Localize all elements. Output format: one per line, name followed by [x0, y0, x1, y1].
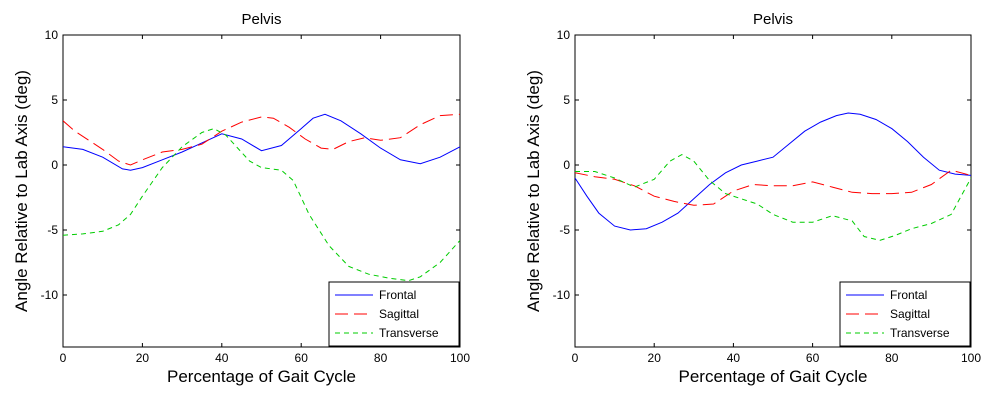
legend-label-sagittal: Sagittal	[379, 307, 419, 321]
legend-label-frontal: Frontal	[379, 288, 416, 302]
x-axis-label: Percentage of Gait Cycle	[679, 367, 868, 386]
series-line-frontal	[575, 112, 971, 231]
y-tick-label: 0	[563, 158, 570, 172]
y-tick-label: -10	[41, 288, 59, 302]
y-tick-label: 5	[563, 93, 570, 107]
y-tick-label: 10	[557, 28, 571, 42]
y-tick-label: 5	[51, 93, 58, 107]
x-tick-label: 0	[572, 351, 579, 365]
legend: Frontal Sagittal Transverse	[328, 281, 460, 347]
x-tick-label: 100	[450, 351, 470, 365]
legend-label-sagittal: Sagittal	[890, 307, 930, 321]
series-line-transverse	[575, 154, 971, 241]
y-axis-label: Angle Relative to Lab Axis (deg)	[12, 70, 31, 312]
x-tick-label: 40	[727, 351, 741, 365]
x-tick-label: 80	[374, 351, 388, 365]
series-line-transverse	[63, 128, 460, 282]
x-tick-label: 80	[885, 351, 899, 365]
legend-box	[839, 281, 971, 347]
x-tick-label: 20	[136, 351, 150, 365]
x-tick-label: 60	[295, 351, 309, 365]
y-tick-label: 0	[51, 158, 58, 172]
x-axis-label: Percentage of Gait Cycle	[167, 367, 356, 386]
y-tick-label: -10	[553, 288, 571, 302]
chart-panel-1: 0 20 40 60 80 100 -10 -5 0 5 10 Pelvis Percentage of…	[12, 11, 470, 386]
chart-title: Pelvis	[241, 11, 281, 28]
x-tick-label: 100	[961, 351, 981, 365]
series-line-sagittal	[575, 169, 971, 206]
x-tick-label: 0	[60, 351, 67, 365]
x-tick-label: 60	[806, 351, 820, 365]
series-line-frontal	[63, 113, 460, 171]
legend-label-transverse: Transverse	[890, 326, 950, 340]
legend-label-frontal: Frontal	[890, 288, 927, 302]
y-tick-label: -5	[47, 223, 58, 237]
chart-panel-2: 0 20 40 60 80 100 -10 -5 0 5 10 Pelvis Percentage of…	[524, 11, 981, 386]
x-tick-label: 40	[215, 351, 229, 365]
legend-label-transverse: Transverse	[379, 326, 439, 340]
legend: Frontal Sagittal Transverse	[839, 281, 971, 347]
legend-box	[328, 281, 460, 347]
x-tick-label: 20	[648, 351, 662, 365]
chart-title: Pelvis	[753, 11, 793, 28]
y-tick-label: 10	[45, 28, 59, 42]
series-line-sagittal	[63, 113, 460, 166]
y-tick-label: -5	[559, 223, 570, 237]
y-axis-label: Angle Relative to Lab Axis (deg)	[524, 70, 543, 312]
